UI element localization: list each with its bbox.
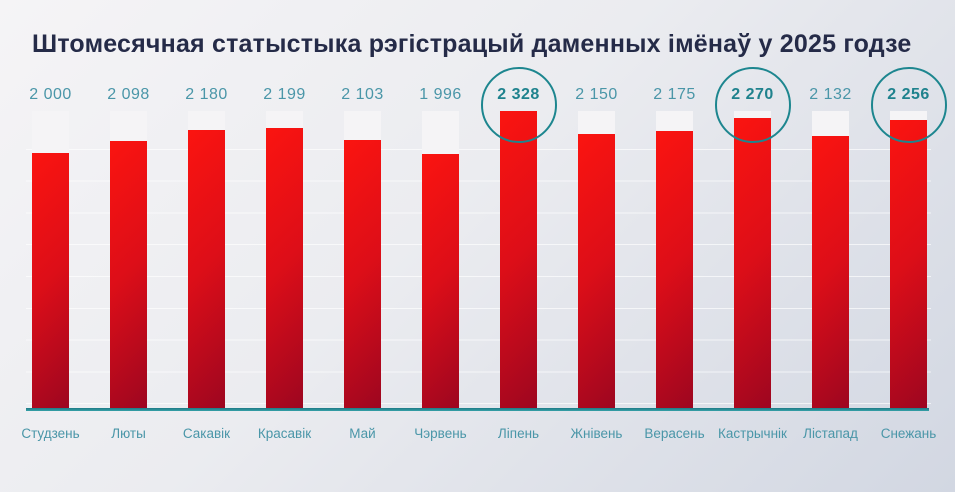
- value-label: 2 098: [107, 86, 150, 103]
- month-label: Снежань: [880, 426, 937, 441]
- month-label: Кастрычнік: [718, 426, 787, 441]
- month-label: Ліпень: [497, 426, 540, 441]
- x-axis-baseline: [26, 408, 929, 411]
- value-label: 2 000: [29, 86, 72, 103]
- value-label: 2 175: [653, 86, 696, 103]
- bars-row: 2 000 Студзень 2 098 Люты 2 180 Сакавік 2 199 К…: [21, 67, 947, 441]
- value-label: 2 180: [185, 86, 228, 103]
- bar: [422, 153, 459, 410]
- value-label: 2 328: [497, 86, 540, 103]
- bar-column-4: 2 199 Красавік: [258, 86, 311, 441]
- page-title: Штомесячная статыстыка рэгістрацый дамен…: [32, 30, 912, 58]
- month-label: Лістапад: [803, 426, 858, 441]
- bar: [578, 133, 615, 410]
- bar: [344, 139, 381, 410]
- bar-column-12: 2 256 Снежань: [870, 67, 947, 441]
- month-label: Студзень: [21, 426, 80, 441]
- bar: [32, 153, 69, 410]
- bar-column-2: 2 098 Люты: [107, 86, 149, 441]
- value-label: 1 996: [419, 86, 462, 103]
- bar: [188, 130, 225, 410]
- chart-area: 2 000 Студзень 2 098 Люты 2 180 Сакавік 2 199 К…: [21, 67, 947, 441]
- month-label: Жнівень: [570, 426, 623, 441]
- bar-column-10: 2 270 Кастрычнік: [714, 67, 791, 441]
- bar-column-11: 2 132 Лістапад: [803, 86, 858, 441]
- bar: [890, 120, 927, 410]
- bar-column-9: 2 175 Верасень: [644, 86, 704, 441]
- month-label: Красавік: [257, 426, 312, 441]
- month-label: Май: [349, 426, 376, 441]
- bar-column-7: 2 328 Ліпень: [480, 67, 557, 441]
- bar: [500, 111, 537, 410]
- bar-column-1: 2 000 Студзень: [21, 86, 79, 441]
- value-label: 2 256: [887, 86, 930, 103]
- bar-column-5: 2 103 Май: [341, 86, 383, 441]
- value-label: 2 270: [731, 86, 774, 103]
- month-label: Верасень: [644, 426, 705, 441]
- bar: [266, 127, 303, 410]
- bar: [110, 140, 147, 410]
- value-label: 2 199: [263, 86, 306, 103]
- month-label: Сакавік: [182, 426, 231, 441]
- bar-column-8: 2 150 Жнівень: [571, 86, 623, 441]
- bar: [656, 130, 693, 410]
- value-label: 2 132: [809, 86, 852, 103]
- value-label: 2 150: [575, 86, 618, 103]
- month-label: Чэрвень: [414, 426, 467, 441]
- bar: [812, 136, 849, 410]
- bar-column-3: 2 180 Сакавік: [183, 86, 230, 441]
- bar: [734, 118, 771, 410]
- month-label: Люты: [111, 426, 146, 441]
- value-label: 2 103: [341, 86, 384, 103]
- bar-column-6: 1 996 Чэрвень: [414, 86, 466, 441]
